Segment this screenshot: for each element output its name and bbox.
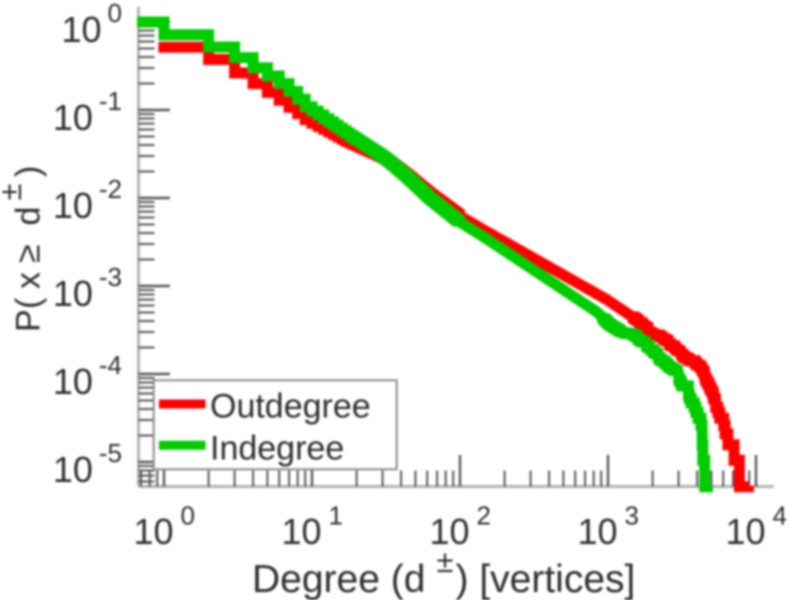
svg-text:10: 10 bbox=[53, 361, 93, 402]
svg-text:(: ( bbox=[10, 297, 48, 309]
svg-text:0: 0 bbox=[181, 501, 195, 531]
svg-text:1: 1 bbox=[329, 501, 343, 531]
svg-text:-3: -3 bbox=[99, 262, 122, 292]
svg-text:10: 10 bbox=[578, 511, 618, 552]
svg-text:10: 10 bbox=[53, 273, 93, 314]
svg-text:Outdegree: Outdegree bbox=[210, 388, 371, 426]
svg-text:10: 10 bbox=[134, 511, 174, 552]
svg-text:10: 10 bbox=[726, 511, 766, 552]
svg-text:10: 10 bbox=[53, 185, 93, 226]
svg-text:≥: ≥ bbox=[10, 244, 48, 263]
svg-text:P: P bbox=[10, 309, 48, 332]
svg-text:-5: -5 bbox=[99, 438, 122, 468]
svg-text:-2: -2 bbox=[99, 174, 122, 204]
svg-text:Indegree: Indegree bbox=[210, 430, 344, 468]
svg-text:x: x bbox=[10, 272, 48, 289]
svg-text:10: 10 bbox=[282, 511, 322, 552]
svg-text:10: 10 bbox=[61, 9, 101, 50]
svg-text:4: 4 bbox=[773, 501, 787, 531]
svg-text:-4: -4 bbox=[99, 350, 122, 380]
svg-text:10: 10 bbox=[53, 97, 93, 138]
svg-text:) [vertices]: ) [vertices] bbox=[456, 558, 636, 600]
svg-text:0: 0 bbox=[108, 0, 122, 28]
svg-text:d: d bbox=[10, 207, 48, 226]
svg-text:): ) bbox=[10, 166, 48, 177]
svg-text:-1: -1 bbox=[99, 86, 122, 116]
svg-text:10: 10 bbox=[53, 449, 93, 490]
svg-text:±: ± bbox=[437, 544, 454, 579]
svg-text:Degree (d: Degree (d bbox=[252, 558, 425, 600]
svg-text:10: 10 bbox=[430, 511, 470, 552]
svg-text:2: 2 bbox=[477, 501, 491, 531]
svg-text:3: 3 bbox=[625, 501, 639, 531]
svg-text:±: ± bbox=[0, 183, 28, 200]
